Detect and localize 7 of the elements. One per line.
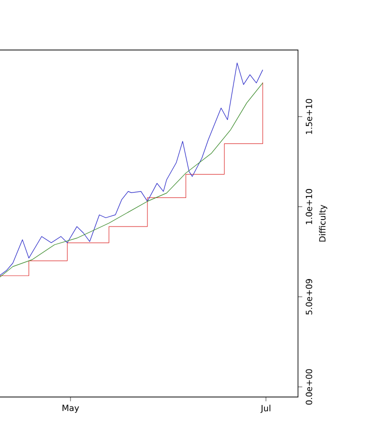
y-axis-title: Difficulty <box>319 204 328 242</box>
y-tick-label: 1.5e+10 <box>306 98 312 134</box>
y-tick-label: 1.0e+10 <box>306 189 312 224</box>
y-tick-label: 0.0e+00 <box>306 369 312 405</box>
y-tick-label: 5.0e+09 <box>306 279 312 314</box>
x-tick-label: Jul <box>260 404 270 413</box>
x-tick-label: May <box>62 404 80 413</box>
